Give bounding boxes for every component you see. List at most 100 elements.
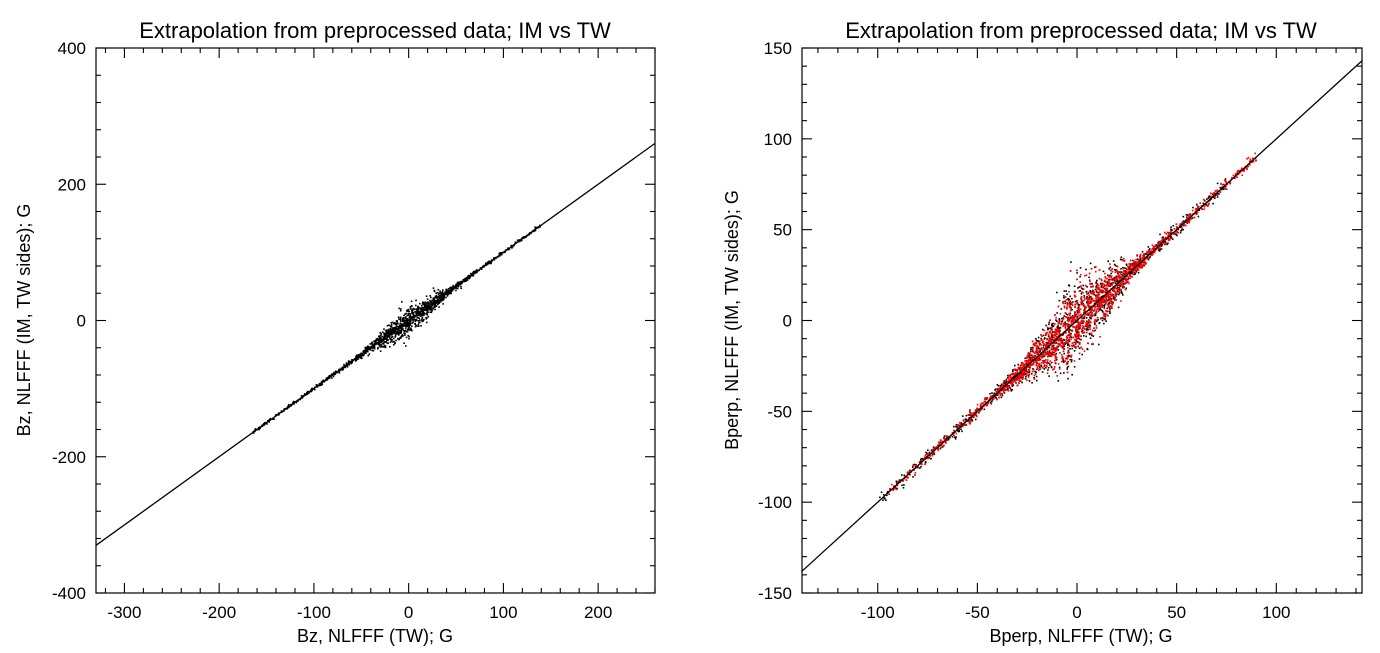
scatter-point (442, 298, 445, 300)
scatter-point (397, 325, 399, 328)
scatter-point (925, 451, 927, 454)
scatter-point (920, 462, 923, 465)
scatter-point (1042, 346, 1045, 349)
scatter-point (1072, 336, 1075, 339)
scatter-point (1001, 392, 1003, 395)
scatter-point (1066, 316, 1068, 318)
scatter-point (349, 360, 351, 363)
scatter-point (1048, 337, 1051, 340)
scatter-point (1115, 292, 1117, 294)
scatter-point (1120, 290, 1123, 293)
scatter-point (1080, 322, 1083, 324)
scatter-point (1077, 287, 1079, 289)
scatter-point (412, 318, 414, 321)
scatter-point (1132, 265, 1134, 268)
scatter-point (1104, 279, 1106, 282)
scatter-point (417, 308, 419, 311)
scatter-point (425, 321, 428, 324)
scatter-point (1255, 159, 1257, 162)
scatter-point (1063, 305, 1066, 308)
scatter-point (998, 391, 1001, 394)
scatter-point (1107, 296, 1110, 298)
scatter-point (1095, 291, 1098, 293)
scatter-point (1093, 302, 1096, 305)
scatter-point (1003, 380, 1005, 382)
scatter-point (1176, 234, 1178, 237)
scatter-point (1110, 272, 1112, 275)
scatter-point (1164, 243, 1166, 245)
scatter-point (1126, 278, 1128, 281)
scatter-point (1031, 350, 1034, 353)
scatter-point (1052, 325, 1055, 327)
scatter-point (402, 328, 404, 330)
scatter-point (425, 317, 428, 320)
scatter-point (470, 272, 472, 275)
scatter-point (498, 252, 501, 255)
scatter-point (394, 333, 397, 335)
scatter-point (1030, 356, 1032, 359)
scatter-point (1080, 287, 1083, 290)
scatter-point (1170, 228, 1172, 231)
scatter-point (1246, 165, 1249, 168)
scatter-point (928, 457, 930, 459)
scatter-point (484, 262, 487, 265)
scatter-point (1180, 229, 1183, 231)
scatter-point (1069, 303, 1072, 305)
scatter-point (1141, 250, 1144, 253)
scatter-point (997, 388, 1000, 390)
scatter-point (410, 319, 412, 321)
scatter-point (1042, 334, 1045, 337)
scatter-point (387, 328, 390, 331)
scatter-point (1031, 381, 1033, 384)
scatter-point (416, 319, 418, 322)
scatter-point (1119, 272, 1122, 274)
scatter-point (1053, 368, 1056, 370)
scatter-point (383, 346, 386, 348)
scatter-point (429, 302, 432, 304)
scatter-point (444, 290, 447, 293)
scatter-point (1137, 271, 1140, 274)
scatter-point (1046, 372, 1049, 374)
scatter-point (1119, 282, 1122, 285)
scatter-point (1103, 306, 1106, 308)
scatter-point (1075, 337, 1077, 339)
scatter-point (1028, 354, 1030, 357)
scatter-point (1061, 333, 1064, 336)
scatter-point (338, 368, 341, 371)
scatter-point (888, 493, 890, 495)
scatter-point (1105, 287, 1108, 289)
scatter-point (996, 383, 999, 386)
scatter-point (369, 343, 372, 345)
scatter-point (956, 430, 959, 432)
scatter-point (412, 312, 415, 314)
scatter-point (1108, 310, 1111, 313)
scatter-point (890, 483, 893, 486)
scatter-point (1080, 319, 1083, 322)
scatter-point (1052, 322, 1054, 325)
scatter-point (1038, 347, 1040, 350)
scatter-point (364, 347, 367, 349)
scatter-point (1104, 272, 1106, 275)
scatter-point (1088, 332, 1091, 335)
scatter-point (1058, 320, 1061, 323)
scatter-point (1118, 286, 1121, 288)
scatter-point (1147, 246, 1150, 248)
scatter-point (1033, 374, 1036, 377)
scatter-point (406, 325, 408, 328)
scatter-point (1048, 362, 1050, 364)
scatter-point (384, 341, 386, 343)
scatter-point (1039, 349, 1042, 352)
scatter-point (1034, 344, 1037, 347)
scatter-point (1094, 303, 1097, 306)
scatter-point (426, 314, 429, 316)
scatter-point (424, 304, 426, 306)
scatter-point (1065, 290, 1067, 292)
scatter-point (1064, 357, 1067, 360)
scatter-point (425, 303, 428, 305)
scatter-point (1198, 209, 1201, 212)
scatter-point (271, 418, 274, 421)
scatter-point (1125, 277, 1127, 280)
scatter-point (1212, 202, 1214, 205)
scatter-point (1003, 388, 1006, 391)
